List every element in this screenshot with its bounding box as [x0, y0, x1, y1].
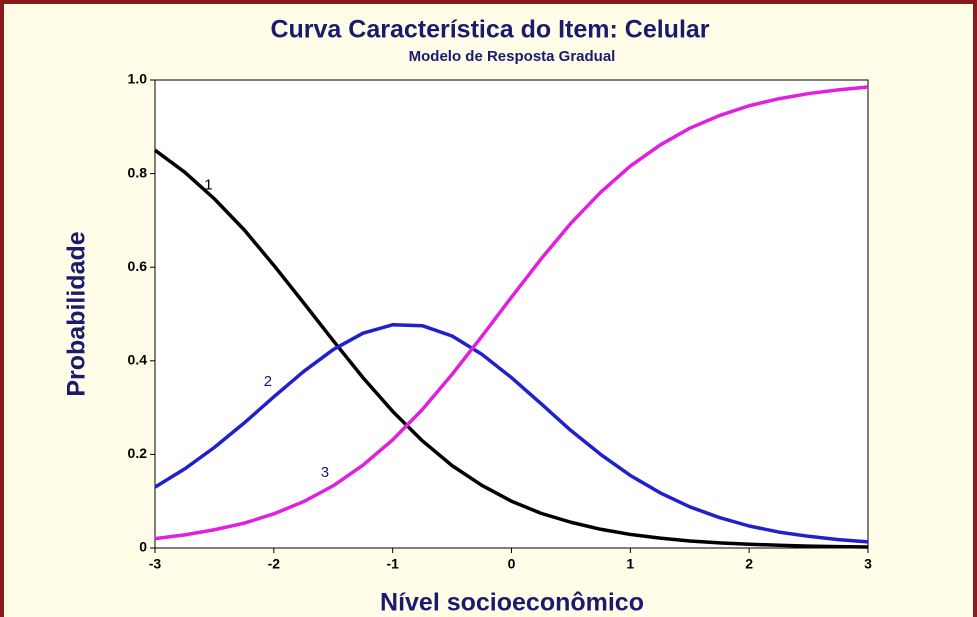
x-tick-label: 2: [745, 556, 753, 572]
chart-title: Curva Característica do Item: Celular: [270, 16, 709, 44]
x-tick-label: 1: [626, 556, 634, 572]
y-axis-title: Probabilidade: [63, 231, 91, 396]
plot-area: [154, 79, 869, 549]
y-tick-label: 1.0: [128, 71, 148, 87]
y-tick-label: 0.6: [128, 258, 148, 274]
y-tick-label: 0: [139, 539, 147, 555]
x-tick-label: -1: [386, 556, 399, 572]
series-line: [154, 323, 869, 544]
x-tick-label: 3: [864, 556, 872, 572]
chart-subtitle: Modelo de Resposta Gradual: [409, 48, 616, 65]
x-tick-label: 0: [508, 556, 516, 572]
y-tick-label: 0.8: [128, 164, 148, 180]
x-axis-title: Nível socioeconômico: [380, 589, 644, 617]
series-label: 3: [321, 464, 329, 481]
x-tick-label: -2: [268, 556, 281, 572]
x-tick-label: -3: [149, 556, 162, 572]
y-tick-label: 0.4: [128, 352, 148, 368]
series-label: 2: [264, 373, 272, 390]
series-line: [153, 148, 869, 549]
y-tick-label: 0.2: [128, 445, 148, 461]
series-label: 1: [204, 176, 212, 193]
series-line: [154, 85, 869, 541]
